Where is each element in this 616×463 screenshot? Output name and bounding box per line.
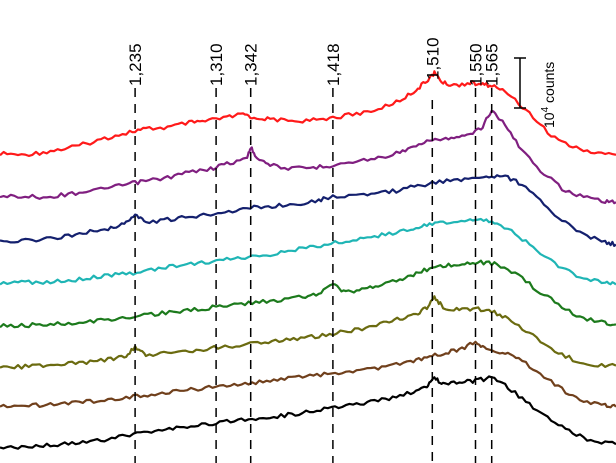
peak-label-1550: 1,550	[467, 43, 486, 86]
peak-label-1310: 1,310	[207, 43, 226, 86]
spectrum-line-7	[0, 340, 616, 409]
spectrum-line-8	[0, 375, 616, 450]
scale-bar-base: 10	[541, 112, 557, 128]
spectrum-line-5	[0, 259, 616, 329]
peak-label-1565: 1,565	[483, 43, 502, 86]
peak-label-1510: 1,510	[423, 37, 442, 80]
spectrum-line-6	[0, 295, 616, 370]
series-layer	[0, 70, 616, 450]
scale-bar-label: 104 counts	[540, 62, 557, 128]
spectrum-line-3	[0, 174, 616, 247]
spectrum-line-2	[0, 109, 616, 205]
peak-label-1418: 1,418	[324, 43, 343, 86]
scale-bar: 104 counts	[514, 57, 557, 128]
scale-bar-unit: counts	[541, 62, 557, 107]
peak-label-1342: 1,342	[242, 43, 261, 86]
peak-label-1235: 1,235	[126, 43, 145, 86]
scale-bar-exponent: 4	[540, 106, 551, 112]
spectrum-line-4	[0, 217, 616, 286]
spectrum-line-1	[0, 70, 616, 157]
